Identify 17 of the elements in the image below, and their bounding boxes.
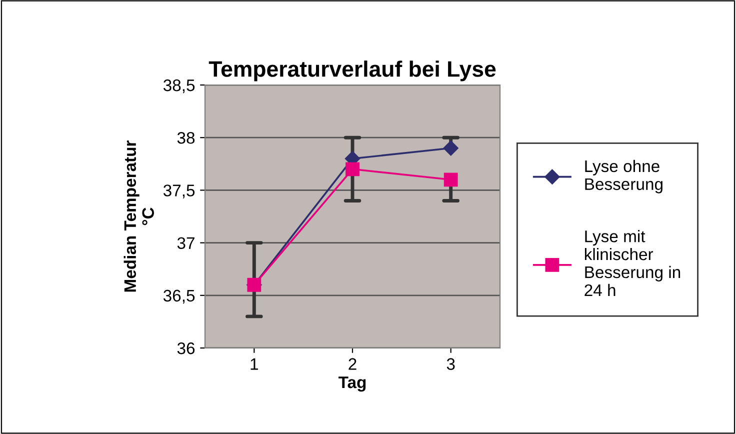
y-tick-label: 38 <box>177 132 195 144</box>
point <box>443 140 458 156</box>
x-tick-label: 1 <box>250 358 258 370</box>
y-tick-label: 37 <box>177 237 194 250</box>
y-tick-label: 36 <box>177 342 195 354</box>
x-axis-title: Tag <box>338 376 366 392</box>
y-axis-title: Median Temperatur °C <box>124 140 154 292</box>
point <box>346 162 360 176</box>
x-tick-label: 2 <box>348 358 356 370</box>
chart-title: Temperaturverlauf bei Lyse <box>208 60 496 82</box>
legend-label: Lyse ohne Besserung <box>585 160 662 194</box>
y-tick-label: 37,5 <box>163 184 195 198</box>
legend-label: Lyse mit klinischer Besserung in 24 h <box>584 230 680 296</box>
x-tick-label: 3 <box>446 358 455 370</box>
y-tick-label: 36,5 <box>163 290 195 304</box>
y-tick-label: 38,5 <box>163 79 195 94</box>
point <box>444 172 458 187</box>
